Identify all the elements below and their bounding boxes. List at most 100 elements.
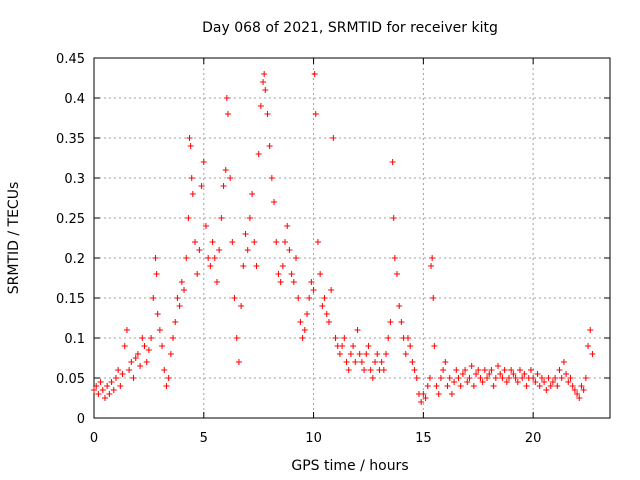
data-point — [117, 383, 124, 389]
data-point — [565, 379, 572, 385]
data-point — [235, 359, 242, 365]
data-point — [391, 255, 398, 261]
data-point — [141, 343, 148, 349]
data-point — [273, 239, 280, 245]
data-point — [390, 215, 397, 221]
data-point — [574, 391, 581, 397]
data-point — [93, 383, 100, 389]
data-point — [115, 367, 122, 373]
data-point — [216, 247, 223, 253]
x-tick-label: 15 — [415, 431, 432, 446]
data-point — [137, 363, 144, 369]
data-point — [495, 363, 502, 369]
y-tick-label: 0.25 — [56, 212, 85, 227]
data-point — [194, 271, 201, 277]
data-point — [442, 359, 449, 365]
data-point — [218, 215, 225, 221]
data-point — [303, 311, 310, 317]
x-axis-label: GPS time / hours — [291, 458, 408, 474]
data-point — [549, 379, 556, 385]
data-point — [385, 335, 392, 341]
data-point — [187, 143, 194, 149]
data-point — [532, 379, 539, 385]
data-point — [481, 367, 488, 373]
data-point — [163, 383, 170, 389]
x-tick-labels: 0 5 10 15 20 — [90, 431, 542, 446]
data-point — [402, 351, 409, 357]
data-point — [341, 335, 348, 341]
data-point — [444, 383, 451, 389]
data-point — [328, 287, 335, 293]
plot-frame — [93, 57, 611, 419]
data-point — [470, 383, 477, 389]
data-point — [308, 279, 315, 285]
data-point — [314, 239, 321, 245]
data-point — [240, 263, 247, 269]
data-point — [181, 287, 188, 293]
data-point — [446, 375, 453, 381]
data-point — [571, 387, 578, 393]
data-point — [582, 375, 589, 381]
data-point — [523, 383, 530, 389]
data-point — [290, 279, 297, 285]
data-point — [547, 383, 554, 389]
data-point — [587, 327, 594, 333]
data-point — [154, 311, 161, 317]
data-point — [569, 383, 576, 389]
data-point — [563, 371, 570, 377]
data-point — [299, 335, 306, 341]
data-point — [369, 375, 376, 381]
data-point — [317, 271, 324, 277]
data-point — [321, 295, 328, 301]
data-point — [319, 303, 326, 309]
data-point — [145, 347, 152, 353]
data-point — [567, 375, 574, 381]
y-tick-label: 0 — [77, 412, 85, 427]
data-point — [387, 319, 394, 325]
data-point — [123, 327, 130, 333]
data-point — [396, 303, 403, 309]
y-tick-label: 0.15 — [56, 292, 85, 307]
data-point — [311, 71, 318, 77]
data-point — [110, 387, 117, 393]
data-point — [282, 239, 289, 245]
data-point — [411, 367, 418, 373]
data-point — [490, 383, 497, 389]
data-point — [352, 359, 359, 365]
y-tick-label: 0.3 — [64, 172, 85, 187]
data-point — [407, 343, 414, 349]
x-tick-label: 0 — [90, 431, 98, 446]
data-point — [238, 303, 245, 309]
data-point — [503, 379, 510, 385]
data-point — [244, 247, 251, 253]
data-point — [260, 79, 267, 85]
data-point — [350, 343, 357, 349]
data-point — [231, 295, 238, 301]
data-point — [233, 335, 240, 341]
data-point — [521, 371, 528, 377]
data-point — [398, 319, 405, 325]
data-point — [389, 159, 396, 165]
data-point — [435, 391, 442, 397]
data-point — [556, 367, 563, 373]
data-point — [101, 395, 108, 401]
data-point — [150, 295, 157, 301]
data-point — [468, 363, 475, 369]
data-point — [363, 351, 370, 357]
data-point — [422, 395, 429, 401]
data-point — [301, 327, 308, 333]
data-point — [297, 319, 304, 325]
y-tick-labels: 0 0.05 0.1 0.15 0.2 0.25 0.3 0.35 0.4 0.45 — [56, 52, 85, 427]
data-point — [130, 375, 137, 381]
data-point — [172, 319, 179, 325]
chart-title: Day 068 of 2021, SRMTID for receiver kit… — [202, 20, 498, 36]
data-point — [275, 271, 282, 277]
data-point — [488, 367, 495, 373]
data-point — [209, 239, 216, 245]
data-point — [112, 375, 119, 381]
data-point — [99, 387, 106, 393]
data-point — [200, 159, 207, 165]
data-point — [174, 295, 181, 301]
y-tick-label: 0.2 — [64, 252, 85, 267]
